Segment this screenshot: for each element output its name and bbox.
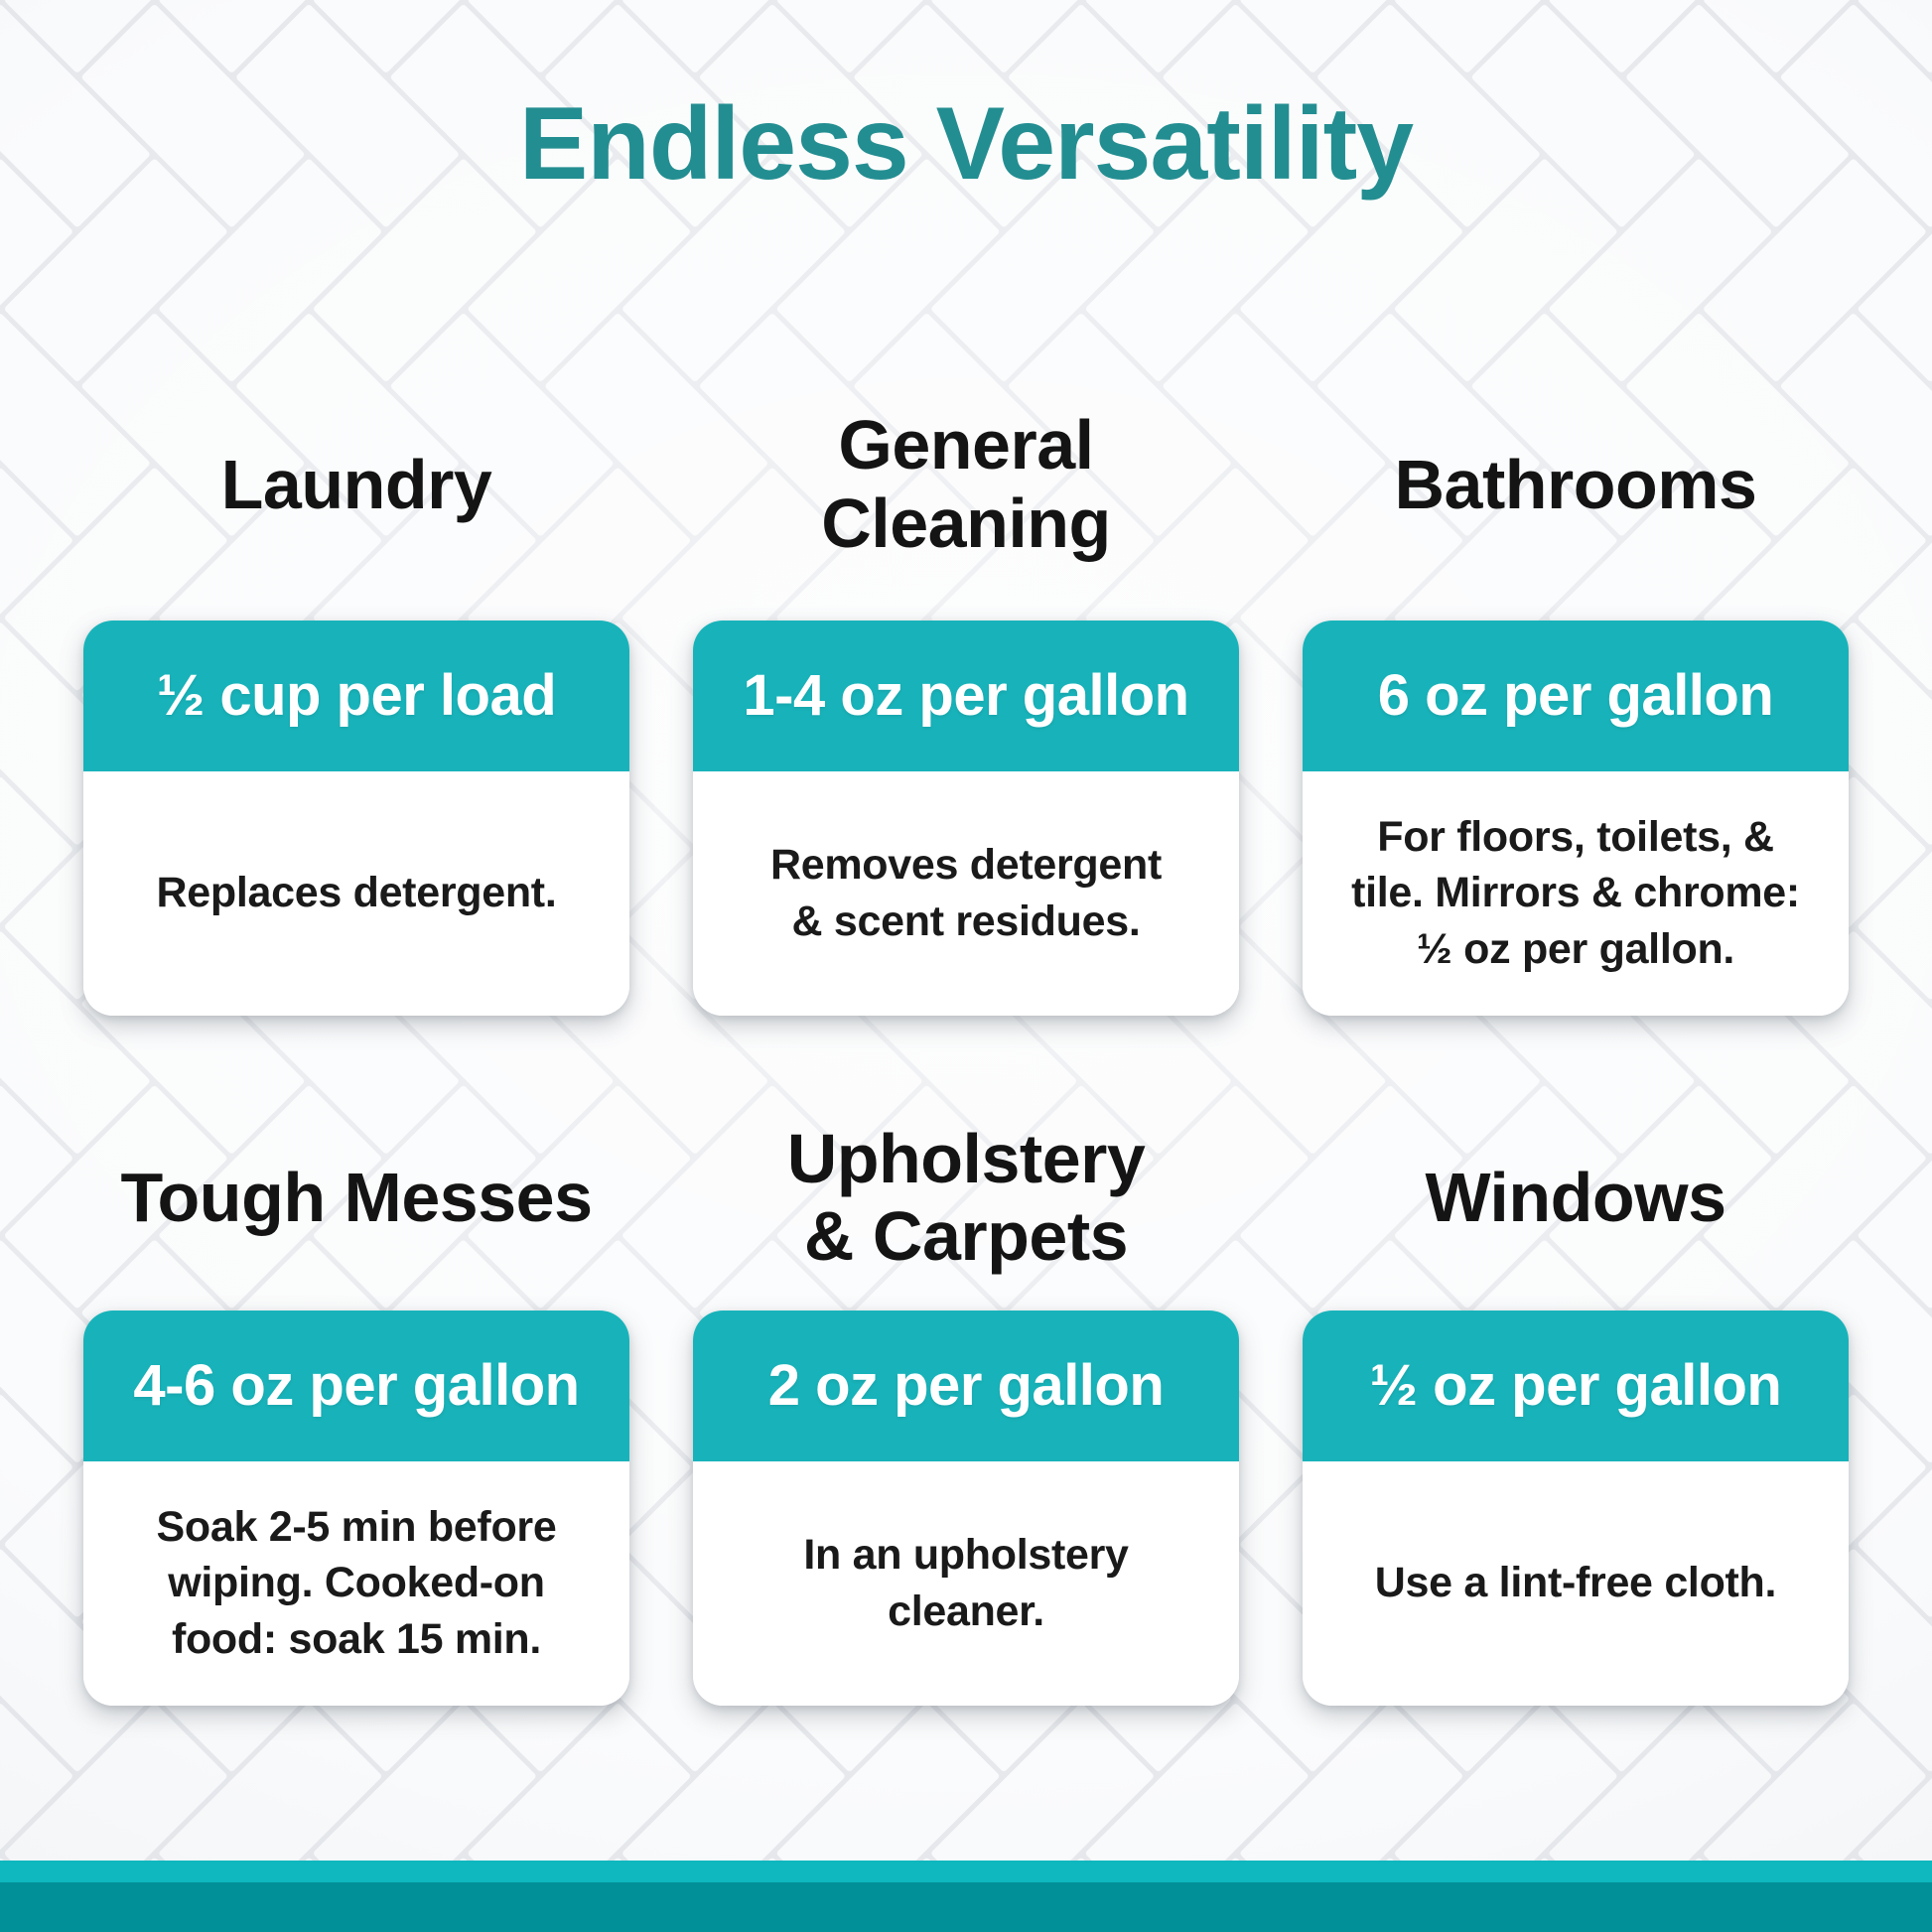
usage-note-windows: Use a lint-free cloth. [1303, 1460, 1849, 1706]
usage-note-tough-messes: Soak 2-5 min before wiping. Cooked-on fo… [83, 1460, 629, 1706]
dosage-text: ½ oz per gallon [1369, 1353, 1782, 1419]
usage-grid: Laundry ½ cup per load Replaces detergen… [83, 219, 1849, 1706]
section-heading-windows: Windows [1425, 1159, 1726, 1237]
section-upholstery-carpets: Upholstery & Carpets 2 oz per gallon In … [693, 1016, 1239, 1706]
dosage-text: 6 oz per gallon [1377, 663, 1774, 729]
usage-card-upholstery-carpets: 2 oz per gallon In an upholstery cleaner… [693, 1310, 1239, 1706]
dosage-header-upholstery-carpets: 2 oz per gallon [693, 1310, 1239, 1461]
section-heading-general-cleaning: General Cleaning [821, 406, 1111, 562]
dosage-text: 4-6 oz per gallon [133, 1353, 580, 1419]
dosage-header-laundry: ½ cup per load [83, 620, 629, 771]
usage-note-bathrooms: For floors, toilets, & tile. Mirrors & c… [1303, 770, 1849, 1016]
dosage-text: 1-4 oz per gallon [743, 663, 1189, 729]
dosage-text: ½ cup per load [156, 663, 557, 729]
dosage-header-windows: ½ oz per gallon [1303, 1310, 1849, 1461]
note-text: Soak 2-5 min before wiping. Cooked-on fo… [156, 1502, 557, 1664]
dosage-header-general-cleaning: 1-4 oz per gallon [693, 620, 1239, 771]
dosage-text: 2 oz per gallon [767, 1353, 1165, 1419]
usage-card-tough-messes: 4-6 oz per gallon Soak 2-5 min before wi… [83, 1310, 629, 1706]
usage-note-general-cleaning: Removes detergent & scent residues. [693, 770, 1239, 1016]
usage-card-laundry: ½ cup per load Replaces detergent. [83, 620, 629, 1016]
section-laundry: Laundry ½ cup per load Replaces detergen… [83, 219, 629, 1016]
usage-note-laundry: Replaces detergent. [83, 770, 629, 1016]
usage-card-general-cleaning: 1-4 oz per gallon Removes detergent & sc… [693, 620, 1239, 1016]
note-text: Removes detergent & scent residues. [770, 841, 1162, 945]
note-text: For floors, toilets, & tile. Mirrors & c… [1351, 812, 1800, 974]
section-heading-tough-messes: Tough Messes [120, 1159, 593, 1237]
section-heading-laundry: Laundry [220, 445, 492, 523]
section-bathrooms: Bathrooms 6 oz per gallon For floors, to… [1303, 219, 1849, 1016]
section-tough-messes: Tough Messes 4-6 oz per gallon Soak 2-5 … [83, 1016, 629, 1706]
dosage-header-tough-messes: 4-6 oz per gallon [83, 1310, 629, 1461]
footer-band [0, 1882, 1932, 1932]
usage-note-upholstery-carpets: In an upholstery cleaner. [693, 1460, 1239, 1706]
section-heading-upholstery-carpets: Upholstery & Carpets [786, 1119, 1146, 1276]
page-title: Endless Versatility [518, 86, 1414, 202]
usage-card-windows: ½ oz per gallon Use a lint-free cloth. [1303, 1310, 1849, 1706]
section-general-cleaning: General Cleaning 1-4 oz per gallon Remov… [693, 219, 1239, 1016]
footer-accent-strip [0, 1861, 1932, 1882]
note-text: Use a lint-free cloth. [1374, 1559, 1777, 1607]
note-text: In an upholstery cleaner. [803, 1531, 1129, 1635]
section-windows: Windows ½ oz per gallon Use a lint-free … [1303, 1016, 1849, 1706]
note-text: Replaces detergent. [156, 869, 557, 917]
section-heading-bathrooms: Bathrooms [1394, 445, 1757, 523]
usage-card-bathrooms: 6 oz per gallon For floors, toilets, & t… [1303, 620, 1849, 1016]
dosage-header-bathrooms: 6 oz per gallon [1303, 620, 1849, 771]
